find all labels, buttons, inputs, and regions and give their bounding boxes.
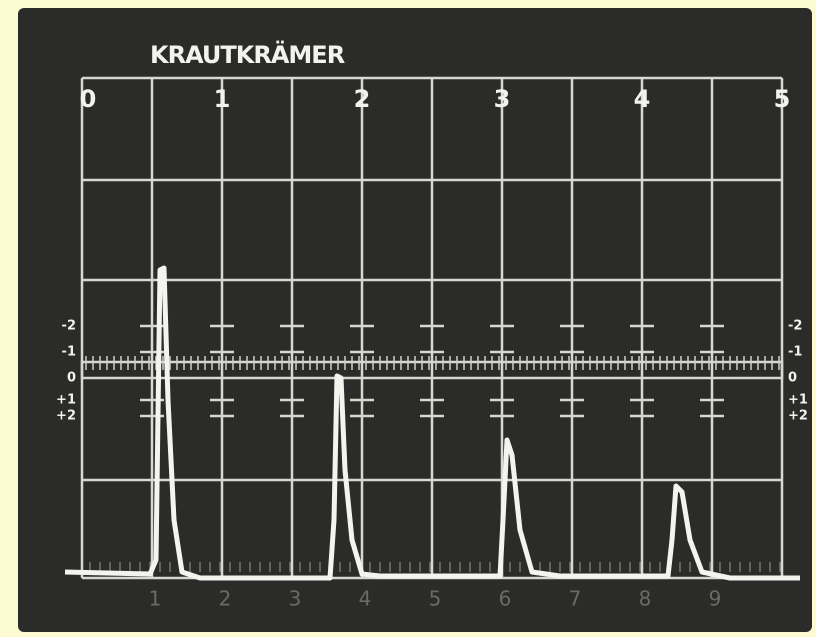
top-scale-label: 1 [214,85,231,113]
side-scale-label-right: -1 [788,345,802,360]
side-scale-label-left: 0 [67,371,76,386]
bottom-scale-label: 9 [709,587,722,611]
bottom-scale-label: 3 [289,587,302,611]
bottom-scale-label: 1 [149,587,162,611]
brand: KRAUTKRÄMER [150,40,345,69]
side-scale-label-right: 0 [788,371,797,386]
side-scale-label-left: -1 [62,345,76,360]
top-scale-label: 4 [634,85,651,113]
top-scale-label: 2 [354,85,371,113]
bottom-scale-label: 5 [429,587,442,611]
bottom-scale-label: 7 [569,587,582,611]
crt-screen [18,8,812,632]
bottom-scale-label: 4 [359,587,372,611]
side-scale-label-left: +2 [56,409,76,424]
echo-trace [64,265,800,581]
side-scale-label-right: -2 [788,319,802,334]
top-scale-label: 0 [80,85,97,113]
side-scale-label-right: +1 [788,393,808,408]
side-scale-label-left: -2 [62,319,76,334]
top-scale-label: 5 [774,85,791,113]
side-scale-label-left: +1 [56,393,76,408]
top-scale-label: 3 [494,85,511,113]
bottom-scale-label: 8 [639,587,652,611]
side-scale-label-right: +2 [788,409,808,424]
bottom-scale-label: 2 [219,587,232,611]
dynamic: 0 1 2 3 4 5-2 -2-1 -10 0+1 +1+2 +21 2 3 4 5 6 7 8 9 [56,78,808,611]
bottom-scale-label: 6 [499,587,512,611]
